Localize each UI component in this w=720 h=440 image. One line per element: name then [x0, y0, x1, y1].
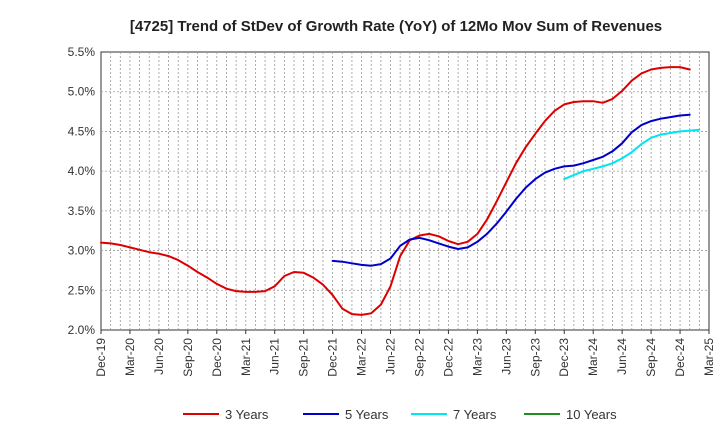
- x-tick-label: Mar-25: [702, 338, 716, 376]
- y-tick-label: 5.0%: [68, 85, 96, 99]
- x-tick-label: Dec-19: [94, 338, 108, 377]
- x-tick-label: Jun-20: [152, 338, 166, 375]
- x-tick-label: Sep-22: [412, 338, 426, 377]
- y-tick-label: 4.0%: [68, 164, 96, 178]
- grid-lines: [101, 52, 709, 330]
- y-tick-label: 5.5%: [68, 45, 96, 59]
- y-tick-label: 3.0%: [68, 244, 96, 258]
- x-tick-label: Dec-21: [326, 338, 340, 377]
- x-tick-label: Mar-21: [239, 338, 253, 376]
- x-tick-label: Dec-24: [673, 338, 687, 377]
- y-tick-label: 3.5%: [68, 204, 96, 218]
- series-line-5-years: [331, 113, 691, 267]
- series-line-3-years: [100, 66, 691, 316]
- x-tick-label: Mar-22: [355, 338, 369, 376]
- x-tick-label: Sep-24: [644, 338, 658, 377]
- legend-label: 3 Years: [225, 407, 269, 422]
- series-lines: [100, 66, 701, 316]
- x-tick-label: Jun-24: [615, 338, 629, 375]
- series-line-7-years: [563, 128, 701, 181]
- y-tick-label: 2.0%: [68, 323, 96, 337]
- y-tick-label: 2.5%: [68, 283, 96, 297]
- y-axis: 2.0% 2.5% 3.0% 3.5% 4.0% 4.5% 5.0% 5.5%: [68, 45, 96, 337]
- x-tick-label: Dec-23: [557, 338, 571, 377]
- plot-area: [100, 51, 710, 331]
- x-tick-label: Dec-20: [210, 338, 224, 377]
- x-tick-label: Sep-20: [181, 338, 195, 377]
- legend-label: 10 Years: [566, 407, 617, 422]
- x-tick-label: Mar-20: [123, 338, 137, 376]
- legend-label: 5 Years: [345, 407, 389, 422]
- chart-title: [4725] Trend of StDev of Growth Rate (Yo…: [130, 18, 662, 35]
- legend: 3 Years 5 Years 7 Years 10 Years: [183, 407, 617, 422]
- x-tick-label: Sep-23: [528, 338, 542, 377]
- x-axis: Dec-19 Mar-20 Jun-20 Sep-20 Dec-20 Mar-21 Jun-…: [94, 330, 716, 377]
- x-tick-label: Jun-23: [499, 338, 513, 375]
- x-tick-label: Dec-22: [441, 338, 455, 377]
- x-tick-label: Mar-23: [470, 338, 484, 376]
- x-tick-label: Sep-21: [297, 338, 311, 377]
- legend-label: 7 Years: [453, 407, 497, 422]
- x-tick-label: Jun-22: [384, 338, 398, 375]
- x-tick-label: Jun-21: [268, 338, 282, 375]
- x-tick-label: Mar-24: [586, 338, 600, 376]
- y-tick-label: 4.5%: [68, 124, 96, 138]
